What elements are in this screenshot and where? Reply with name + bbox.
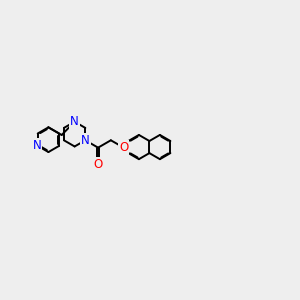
Text: O: O — [94, 158, 103, 171]
Text: O: O — [119, 141, 128, 154]
Text: N: N — [33, 140, 41, 152]
Text: N: N — [70, 115, 79, 128]
Text: N: N — [81, 134, 90, 147]
